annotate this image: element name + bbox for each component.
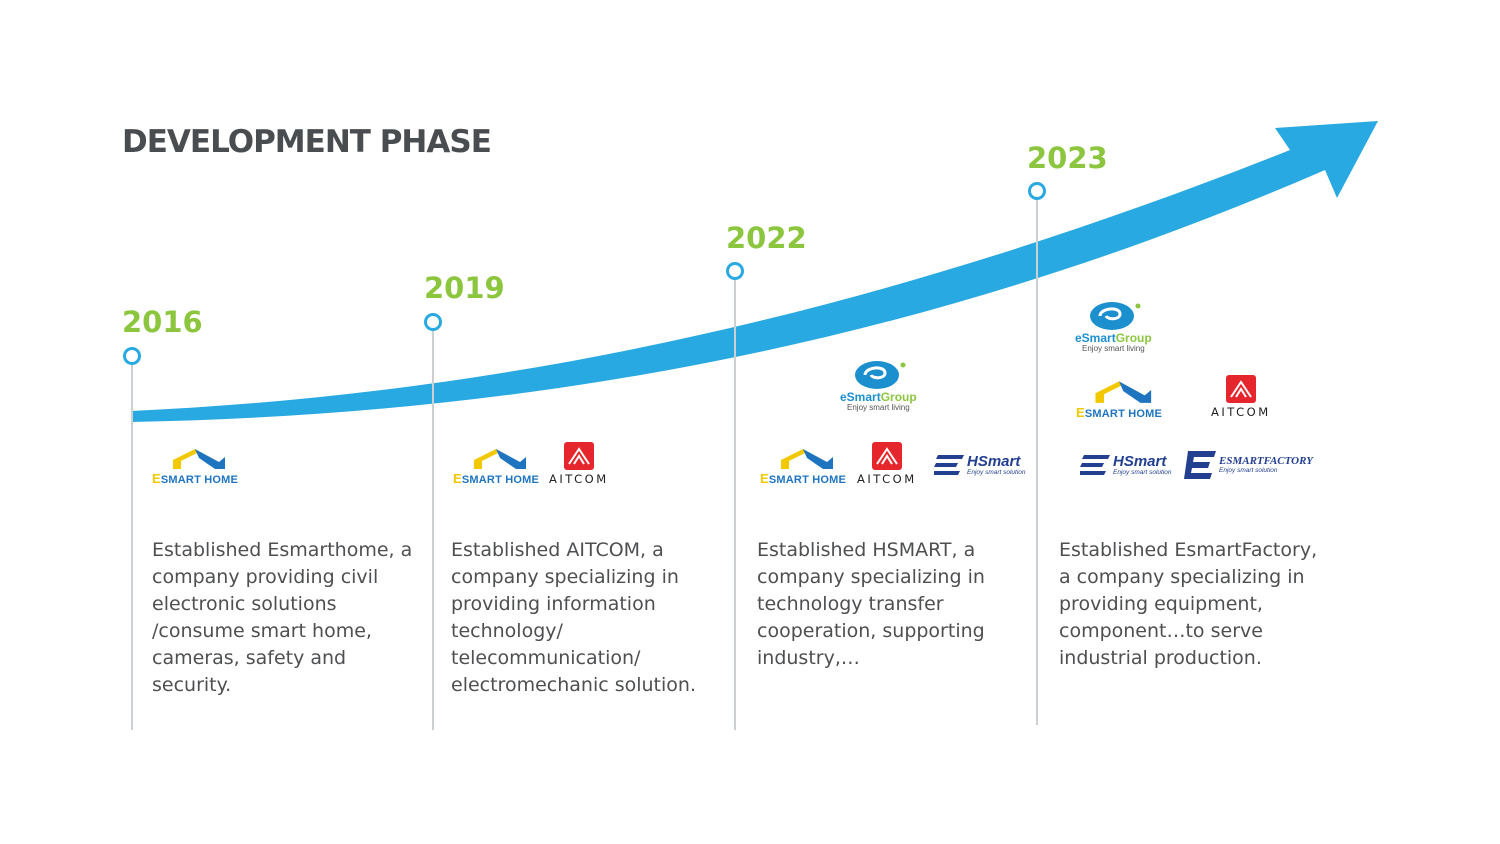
timeline-line-2019 xyxy=(432,330,434,730)
esmartgroup-swirl-icon xyxy=(855,361,906,389)
hsmart-stripes-icon xyxy=(934,455,964,475)
year-label: 2016 xyxy=(122,305,203,339)
aitcom-logo: AITCOM xyxy=(549,442,609,486)
esmarthome-logo: ESMART HOME xyxy=(760,443,846,486)
timeline-line-2023 xyxy=(1036,199,1038,725)
esmarthome-logo: ESMART HOME xyxy=(453,443,539,486)
milestone-description: Established HSMART, a company specializi… xyxy=(757,539,985,669)
year-label: 2023 xyxy=(1027,141,1108,175)
house-roof-icon xyxy=(474,449,527,469)
year-label: 2022 xyxy=(726,221,807,255)
esmartgroup-swirl-icon xyxy=(1090,302,1141,330)
esmartgroup-logo: eSmartGroup Enjoy smart living xyxy=(840,357,917,412)
timeline-line-2022 xyxy=(734,279,736,730)
esmarthome-logo: ESMART HOME xyxy=(152,443,238,486)
house-roof-icon xyxy=(781,449,834,469)
esmarthome-logo: ESMART HOME xyxy=(1076,375,1162,420)
timeline-line-2016 xyxy=(131,363,133,730)
milestone-description: Established Esmarthome, a company provid… xyxy=(152,539,413,696)
aitcom-mountain-icon xyxy=(1225,375,1256,403)
hsmart-logo: HSmart Enjoy smart solution xyxy=(934,453,1026,477)
timeline-dot-2023 xyxy=(1028,182,1046,200)
timeline-dot-2016 xyxy=(123,347,141,365)
aitcom-mountain-icon xyxy=(871,442,902,470)
milestone-description: Established AITCOM, a company specializi… xyxy=(451,539,696,696)
esmartgroup-logo: eSmartGroup Enjoy smart living xyxy=(1075,298,1152,353)
timeline-dot-2019 xyxy=(424,313,442,331)
aitcom-logo: AITCOM xyxy=(1211,375,1271,419)
timeline-dot-2022 xyxy=(726,262,744,280)
page-title: DEVELOPMENT PHASE xyxy=(122,124,492,160)
aitcom-logo: AITCOM xyxy=(857,442,917,486)
aitcom-mountain-icon xyxy=(563,442,594,470)
year-label: 2019 xyxy=(424,271,505,305)
hsmart-logo: HSmart Enjoy smart solution xyxy=(1080,453,1172,477)
milestone-description: Established EsmartFactory, a company spe… xyxy=(1059,539,1318,669)
hsmart-stripes-icon xyxy=(1080,455,1110,475)
esmartfactory-e-icon xyxy=(1184,451,1216,479)
esmartfactory-logo: ESMARTFACTORY Enjoy smart solution xyxy=(1184,451,1313,479)
house-roof-icon xyxy=(1095,381,1152,403)
house-roof-icon xyxy=(173,449,226,469)
